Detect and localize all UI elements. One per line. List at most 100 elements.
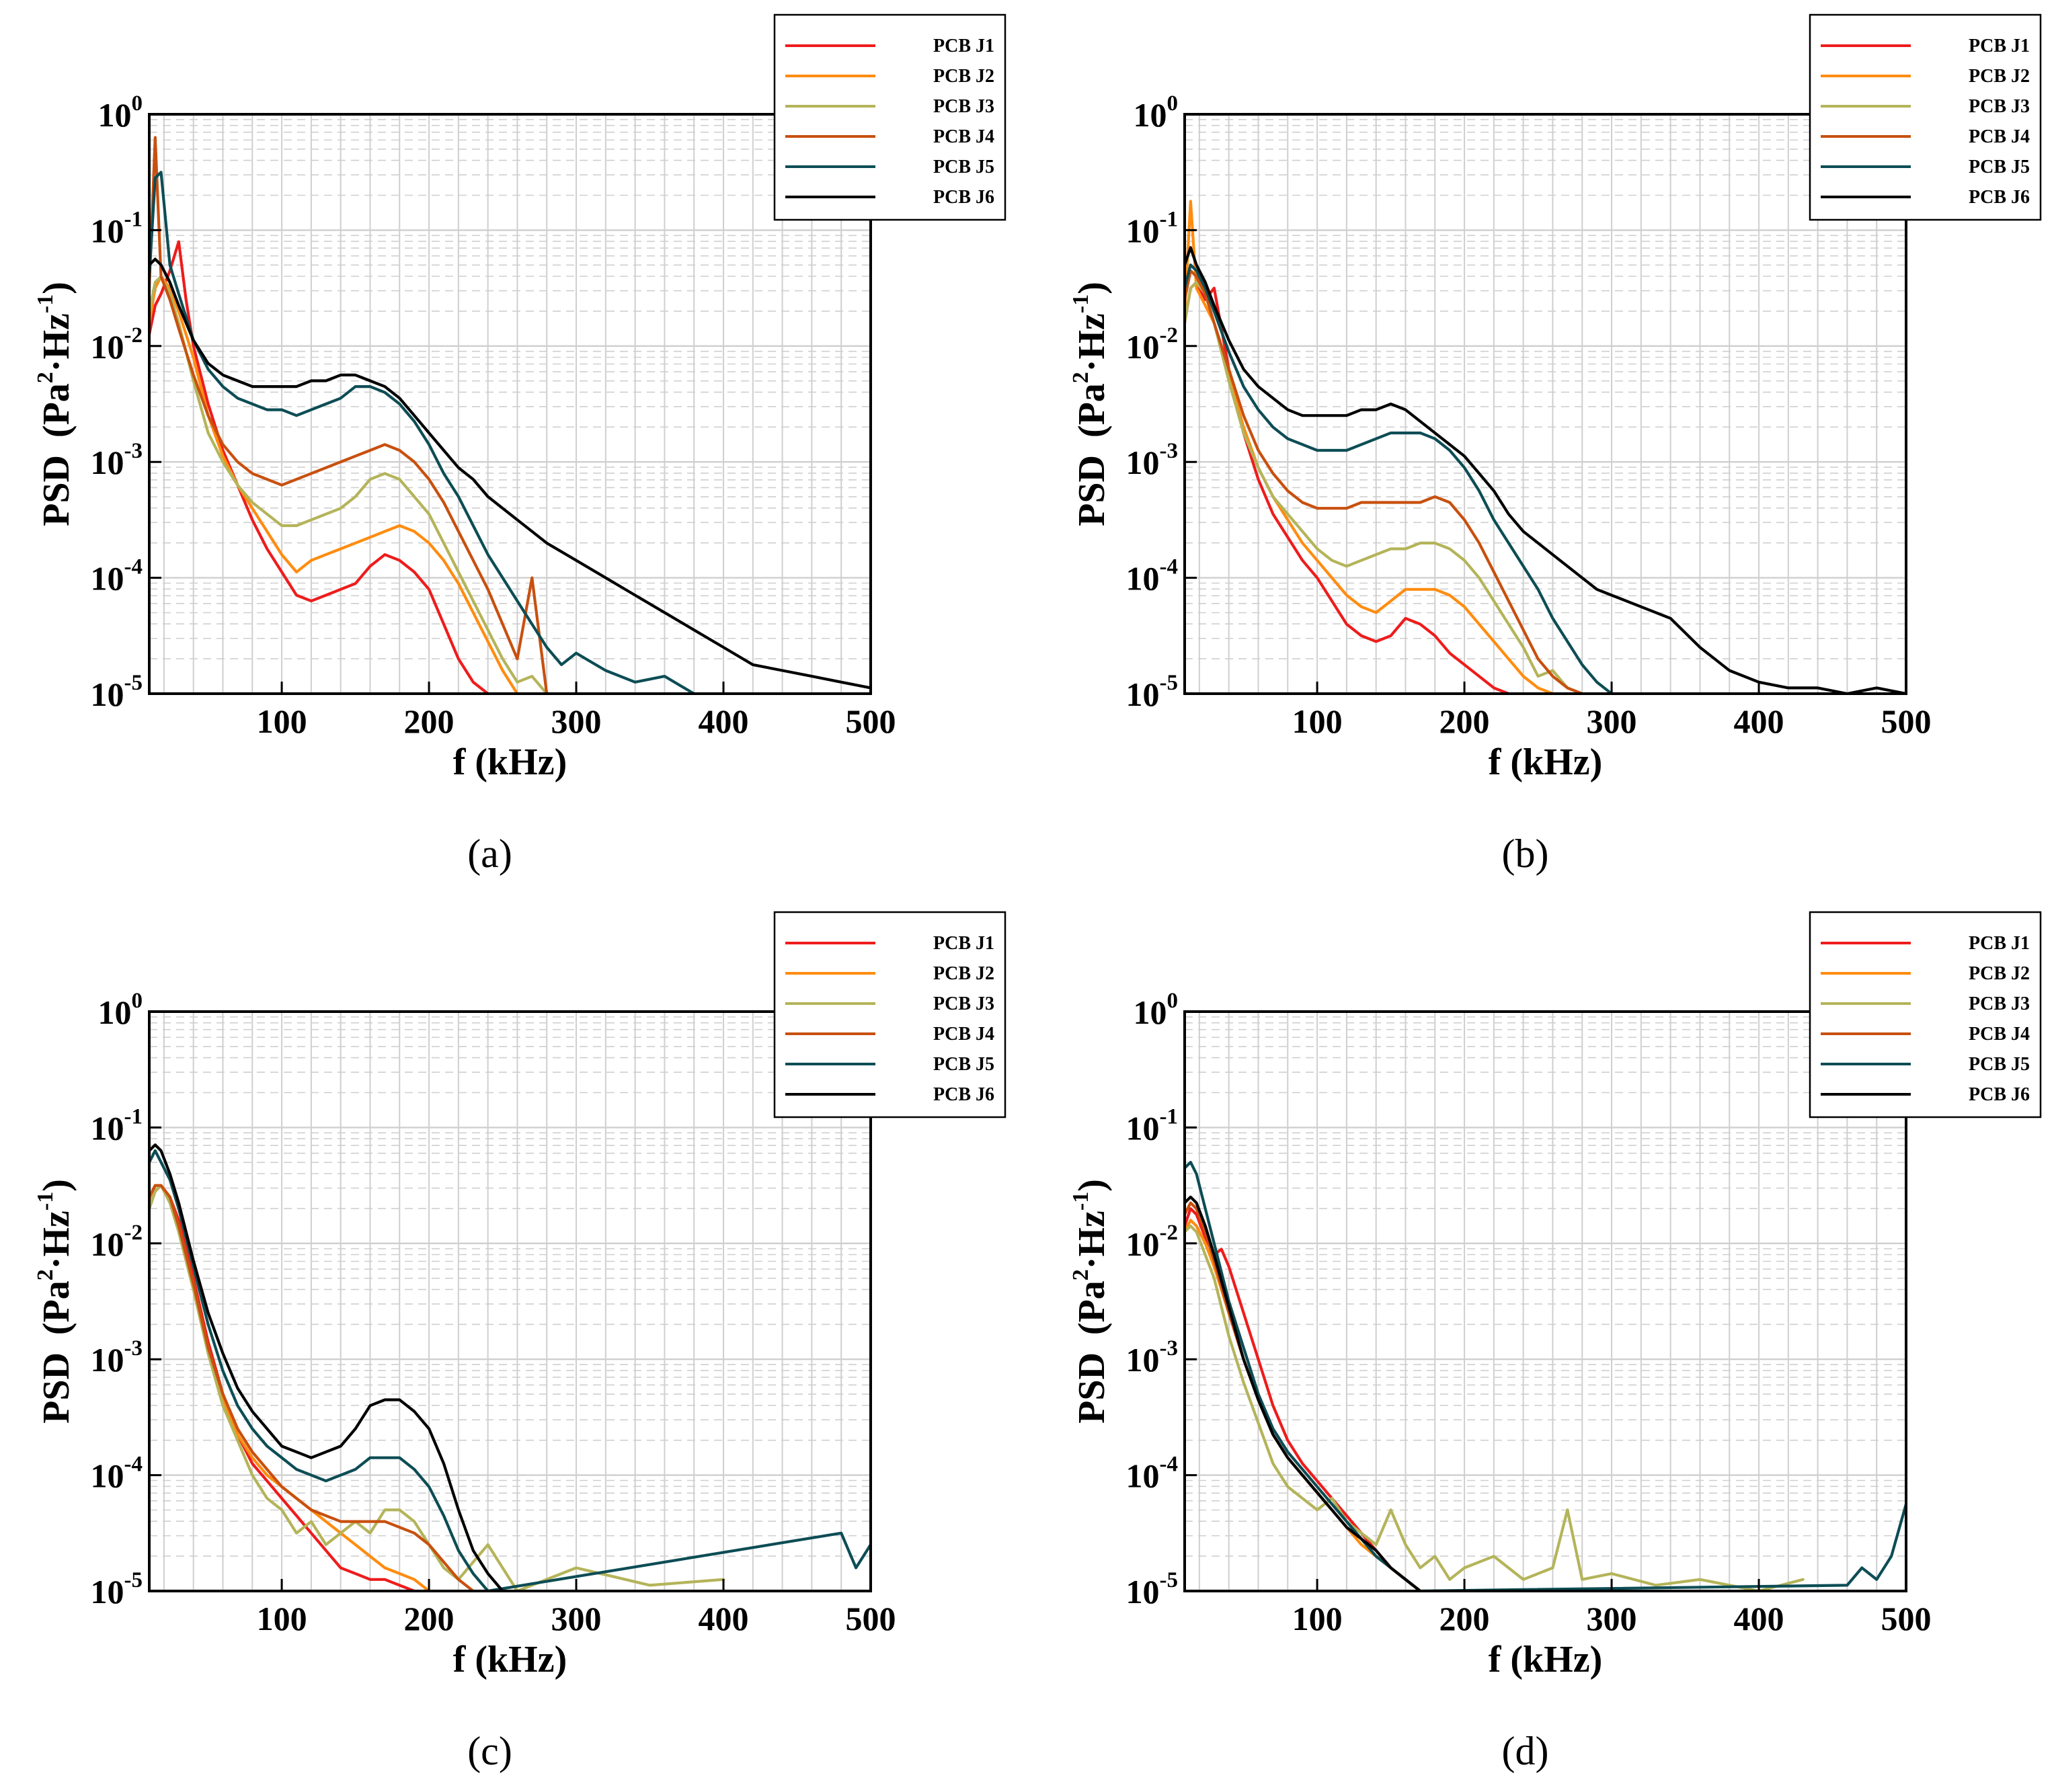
y-label-sup-minus1: -1 bbox=[33, 294, 58, 313]
y-tick-base: 10 bbox=[1126, 1573, 1160, 1611]
legend-box bbox=[773, 13, 1006, 221]
y-tick-exponent: -4 bbox=[1160, 555, 1179, 579]
y-label-hz: ·Hz bbox=[36, 1211, 77, 1269]
x-axis-label: f (kHz) bbox=[453, 1639, 567, 1680]
series-line-pcb-j4 bbox=[1185, 269, 1584, 694]
plot-frame bbox=[1183, 113, 1907, 695]
y-tick-base: 10 bbox=[1126, 212, 1160, 249]
legend-label: PCB J3 bbox=[1969, 96, 2030, 117]
legend-label: PCB J5 bbox=[1969, 1054, 2030, 1075]
y-label-psd: PSD bbox=[36, 455, 77, 526]
x-tick-label: 500 bbox=[846, 1600, 896, 1637]
series-line-pcb-j2 bbox=[1185, 200, 1554, 694]
plot-frame bbox=[148, 113, 872, 695]
x-tick-label: 500 bbox=[846, 702, 896, 740]
y-tick-exponent: -2 bbox=[1160, 323, 1179, 348]
x-tick-label: 400 bbox=[1734, 702, 1784, 740]
series-line-pcb-j4 bbox=[149, 136, 549, 694]
series-line-pcb-j2 bbox=[149, 275, 519, 694]
legend-box bbox=[1809, 13, 2042, 221]
y-tick-exponent: -2 bbox=[1160, 1221, 1179, 1245]
y-tick-base: 10 bbox=[1126, 1225, 1160, 1263]
series-group bbox=[149, 136, 871, 694]
y-axis-label: PSD (Pa2·Hz-1) bbox=[1068, 1179, 1113, 1424]
legend-label: PCB J1 bbox=[1969, 933, 2030, 954]
y-label-close: ) bbox=[1071, 1179, 1113, 1192]
series-line-pcb-j6 bbox=[1185, 246, 1906, 694]
chart-panel: 100 200 300 400 50010-510-410-310-210-1100f … bbox=[1068, 911, 2042, 1773]
x-axis-label: f (kHz) bbox=[1489, 1639, 1603, 1680]
y-label-close: ) bbox=[36, 1179, 77, 1192]
y-tick-label: 10-3 bbox=[91, 1336, 143, 1379]
series-line-pcb-j2 bbox=[149, 1184, 431, 1591]
y-tick-label: 100 bbox=[98, 989, 143, 1031]
legend-label: PCB J5 bbox=[933, 157, 994, 177]
y-tick-exponent: -2 bbox=[124, 1221, 143, 1245]
y-tick-label: 10-3 bbox=[1126, 439, 1179, 481]
y-tick-base: 10 bbox=[98, 993, 132, 1031]
x-tick-label: 100 bbox=[257, 1600, 307, 1637]
y-tick-exponent: -5 bbox=[124, 671, 143, 695]
y-tick-base: 10 bbox=[91, 1457, 124, 1495]
y-label-pa: (Pa bbox=[36, 383, 77, 438]
grid bbox=[149, 1012, 871, 1592]
x-tick-label: 300 bbox=[551, 1600, 602, 1637]
y-label-psd: PSD bbox=[36, 1352, 77, 1424]
legend-label: PCB J1 bbox=[933, 36, 994, 56]
series-line-pcb-j5 bbox=[1185, 1161, 1906, 1591]
legend-label: PCB J2 bbox=[1969, 66, 2030, 87]
legend: PCB J1 PCB J2 PCB J3 PCB J4 PCB J5 PCB J6 bbox=[773, 911, 1006, 1118]
legend-label: PCB J6 bbox=[933, 187, 994, 208]
y-label-close: ) bbox=[1071, 282, 1113, 294]
y-tick-base: 10 bbox=[91, 328, 124, 366]
y-tick-base: 10 bbox=[91, 1109, 124, 1147]
series-line-pcb-j5 bbox=[149, 171, 696, 694]
panel-label: (c) bbox=[467, 1729, 512, 1773]
y-tick-base: 10 bbox=[91, 560, 124, 598]
legend-label: PCB J2 bbox=[933, 963, 994, 984]
x-tick-label: 200 bbox=[404, 1600, 455, 1637]
plot-frame bbox=[1183, 1010, 1907, 1592]
y-tick-label: 10-2 bbox=[91, 323, 143, 366]
y-label-pa: (Pa bbox=[36, 1280, 77, 1335]
y-tick-label: 10-5 bbox=[91, 1568, 143, 1611]
x-axis-label: f (kHz) bbox=[453, 741, 567, 783]
y-tick-label: 10-2 bbox=[1126, 1221, 1179, 1263]
grid bbox=[149, 114, 871, 695]
series-line-pcb-j3 bbox=[149, 1184, 725, 1591]
y-tick-exponent: -1 bbox=[1160, 207, 1179, 231]
y-tick-label: 10-1 bbox=[91, 207, 143, 249]
series-group bbox=[1185, 1161, 1906, 1591]
y-tick-label: 10-4 bbox=[91, 555, 143, 598]
y-tick-base: 10 bbox=[1126, 444, 1160, 481]
y-tick-exponent: -1 bbox=[124, 1104, 143, 1129]
y-label-psd: PSD bbox=[1071, 455, 1113, 526]
series-line-pcb-j6 bbox=[149, 257, 871, 690]
y-tick-label: 10-1 bbox=[91, 1104, 143, 1147]
series-line-pcb-j3 bbox=[1185, 1224, 1805, 1591]
y-tick-label: 100 bbox=[1134, 91, 1179, 134]
y-label-pa: (Pa bbox=[1071, 1280, 1113, 1335]
legend: PCB J1 PCB J2 PCB J3 PCB J4 PCB J5 PCB J6 bbox=[1809, 911, 2042, 1118]
legend-label: PCB J1 bbox=[1969, 36, 2030, 56]
panel-label: (a) bbox=[467, 831, 512, 876]
x-axis-label: f (kHz) bbox=[1489, 741, 1603, 783]
y-tick-exponent: -5 bbox=[1160, 671, 1179, 695]
y-label-hz: ·Hz bbox=[1071, 1211, 1113, 1269]
panel-label: (b) bbox=[1502, 831, 1549, 876]
grid bbox=[1185, 1012, 1907, 1592]
legend: PCB J1 PCB J2 PCB J3 PCB J4 PCB J5 PCB J6 bbox=[773, 13, 1006, 221]
x-tick-label: 300 bbox=[1587, 1600, 1637, 1637]
series-line-pcb-j3 bbox=[1185, 280, 1584, 694]
y-label-sup-2: 2 bbox=[1068, 372, 1093, 383]
legend-label: PCB J4 bbox=[1969, 1024, 2030, 1045]
legend-label: PCB J5 bbox=[1969, 157, 2030, 177]
y-tick-base: 10 bbox=[91, 212, 124, 249]
x-tick-label: 300 bbox=[551, 702, 602, 740]
y-label-hz: ·Hz bbox=[36, 313, 77, 372]
y-tick-base: 10 bbox=[91, 676, 124, 713]
y-tick-label: 10-1 bbox=[1126, 1104, 1179, 1147]
x-tick-label: 400 bbox=[699, 1600, 749, 1637]
y-tick-exponent: -4 bbox=[124, 1453, 143, 1477]
y-tick-base: 10 bbox=[91, 444, 124, 481]
